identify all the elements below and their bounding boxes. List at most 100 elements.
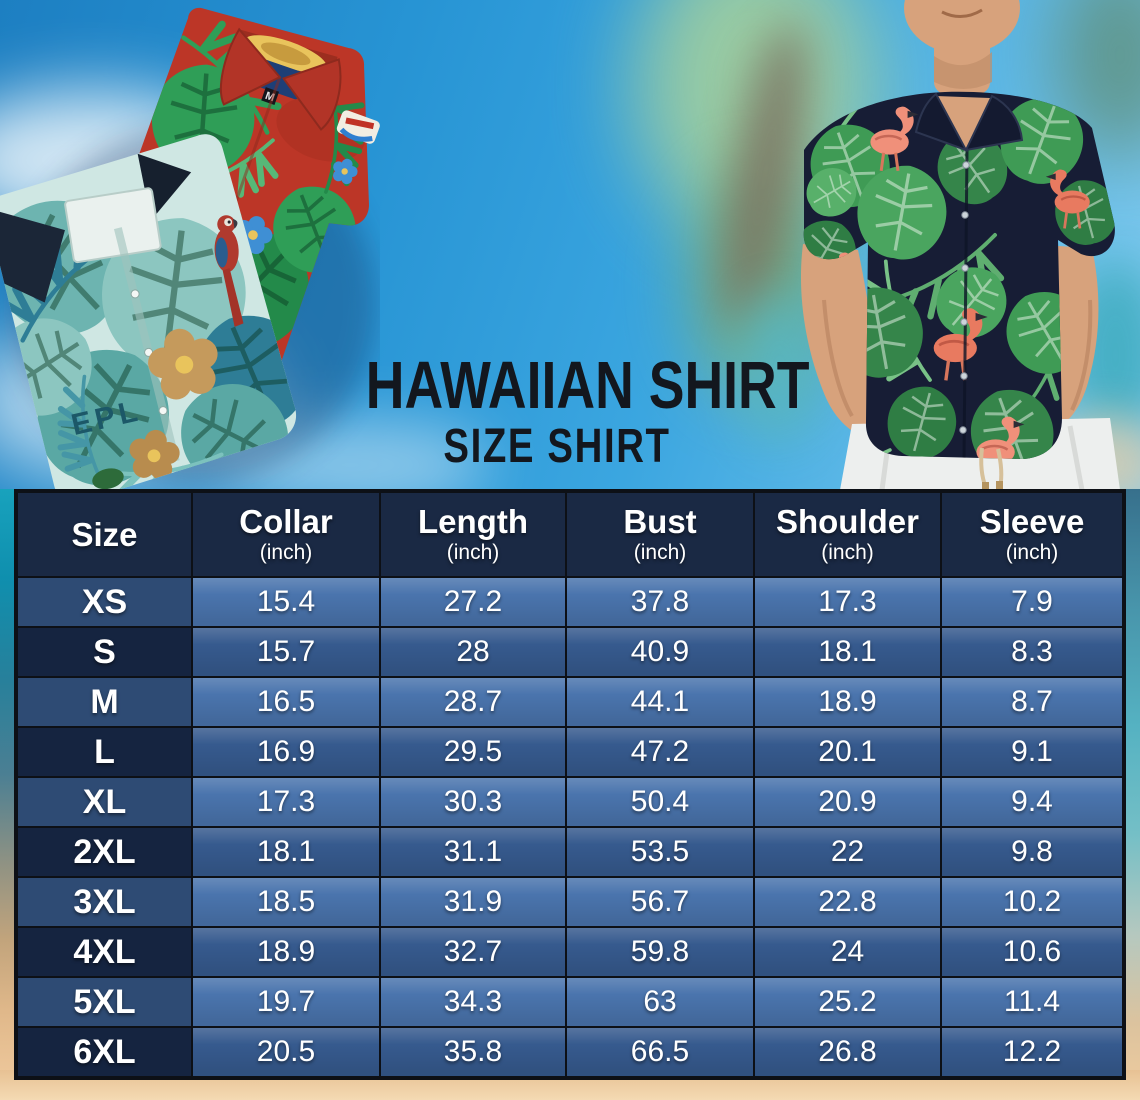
value-cell: 35.8 [380, 1027, 566, 1077]
value-cell: 11.4 [941, 977, 1123, 1027]
value-cell: 9.4 [941, 777, 1123, 827]
table-row: XL 17.3 30.3 50.4 20.9 9.4 [17, 777, 1123, 827]
value-cell: 12.2 [941, 1027, 1123, 1077]
value-cell: 22 [754, 827, 941, 877]
value-cell: 31.1 [380, 827, 566, 877]
table-row: 4XL 18.9 32.7 59.8 24 10.6 [17, 927, 1123, 977]
value-cell: 24 [754, 927, 941, 977]
poster-subtitle: SIZE SHIRT [443, 420, 671, 473]
column-header-sleeve: Sleeve (inch) [941, 492, 1123, 577]
column-unit: (inch) [633, 540, 687, 564]
table-row: XS 15.4 27.2 37.8 17.3 7.9 [17, 577, 1123, 627]
value-cell: 40.9 [566, 627, 754, 677]
column-header-shoulder: Shoulder (inch) [754, 492, 941, 577]
value-cell: 9.1 [941, 727, 1123, 777]
size-cell: 5XL [17, 977, 192, 1027]
column-header-length: Length (inch) [380, 492, 566, 577]
size-cell: 6XL [17, 1027, 192, 1077]
beach-edge-left [0, 489, 14, 1083]
value-cell: 29.5 [380, 727, 566, 777]
column-unit: (inch) [446, 540, 500, 564]
value-cell: 10.6 [941, 927, 1123, 977]
pants-drawstring [979, 447, 1004, 490]
value-cell: 17.3 [754, 577, 941, 627]
size-cell: L [17, 727, 192, 777]
title-block: HAWAIIAN SHIRT SIZE SHIRT [318, 348, 810, 473]
value-cell: 28.7 [380, 677, 566, 727]
value-cell: 8.3 [941, 627, 1123, 677]
column-label: Bust [623, 503, 697, 541]
model-head [904, 0, 1020, 94]
value-cell: 30.3 [380, 777, 566, 827]
size-cell: S [17, 627, 192, 677]
table-row: 3XL 18.5 31.9 56.7 22.8 10.2 [17, 877, 1123, 927]
shirt-pattern [803, 91, 1115, 460]
column-header-size: Size [17, 492, 192, 577]
value-cell: 63 [566, 977, 754, 1027]
poster-title: HAWAIIAN SHIRT [365, 348, 810, 423]
value-cell: 16.9 [192, 727, 380, 777]
shirt-buttons [959, 161, 970, 434]
size-chart-table: Size Collar (inch) Length (inch) Bust (i… [14, 489, 1126, 1080]
value-cell: 44.1 [566, 677, 754, 727]
value-cell: 22.8 [754, 877, 941, 927]
value-cell: 19.7 [192, 977, 380, 1027]
column-label: Shoulder [775, 503, 919, 541]
value-cell: 53.5 [566, 827, 754, 877]
teal-shirt-pocket [64, 187, 162, 264]
value-cell: 31.9 [380, 877, 566, 927]
value-cell: 17.3 [192, 777, 380, 827]
value-cell: 28 [380, 627, 566, 677]
value-cell: 18.1 [192, 827, 380, 877]
value-cell: 18.1 [754, 627, 941, 677]
value-cell: 10.2 [941, 877, 1123, 927]
value-cell: 7.9 [941, 577, 1123, 627]
column-label: Length [418, 503, 528, 541]
navy-flamingo-shirt [803, 91, 1115, 460]
column-label: Size [71, 515, 138, 553]
brand-logo-mark [336, 110, 380, 144]
value-cell: 50.4 [566, 777, 754, 827]
value-cell: 16.5 [192, 677, 380, 727]
value-cell: 56.7 [566, 877, 754, 927]
column-unit: (inch) [821, 540, 874, 564]
size-cell: M [17, 677, 192, 727]
value-cell: 26.8 [754, 1027, 941, 1077]
value-cell: 37.8 [566, 577, 754, 627]
size-chart-body: XS 15.4 27.2 37.8 17.3 7.9 S 15.7 28 40.… [17, 577, 1123, 1077]
column-unit: (inch) [259, 540, 313, 564]
table-row: L 16.9 29.5 47.2 20.1 9.1 [17, 727, 1123, 777]
column-unit: (inch) [1005, 540, 1059, 564]
table-row: 6XL 20.5 35.8 66.5 26.8 12.2 [17, 1027, 1123, 1077]
mouth [941, 8, 983, 18]
parrot-motif [214, 215, 244, 327]
value-cell: 59.8 [566, 927, 754, 977]
table-row: 2XL 18.1 31.1 53.5 22 9.8 [17, 827, 1123, 877]
size-cell: 3XL [17, 877, 192, 927]
value-cell: 25.2 [754, 977, 941, 1027]
value-cell: 15.7 [192, 627, 380, 677]
value-cell: 9.8 [941, 827, 1123, 877]
table-header-row: Size Collar (inch) Length (inch) Bust (i… [17, 492, 1123, 577]
value-cell: 20.5 [192, 1027, 380, 1077]
table-row: M 16.5 28.7 44.1 18.9 8.7 [17, 677, 1123, 727]
table-row: S 15.7 28 40.9 18.1 8.3 [17, 627, 1123, 677]
value-cell: 20.1 [754, 727, 941, 777]
size-cell: XL [17, 777, 192, 827]
model-wearing-shirt-photo [800, 0, 1120, 490]
shirt-collar [914, 92, 1024, 152]
column-label: Collar [239, 503, 333, 541]
model-left-arm [800, 244, 887, 441]
value-cell: 34.3 [380, 977, 566, 1027]
size-cell: XS [17, 577, 192, 627]
folded-hawaiian-shirts-photo: M [0, 0, 380, 500]
column-header-collar: Collar (inch) [192, 492, 380, 577]
value-cell: 20.9 [754, 777, 941, 827]
value-cell: 15.4 [192, 577, 380, 627]
value-cell: 18.5 [192, 877, 380, 927]
size-cell: 4XL [17, 927, 192, 977]
bird-motif [92, 468, 124, 490]
value-cell: 18.9 [754, 677, 941, 727]
value-cell: 27.2 [380, 577, 566, 627]
